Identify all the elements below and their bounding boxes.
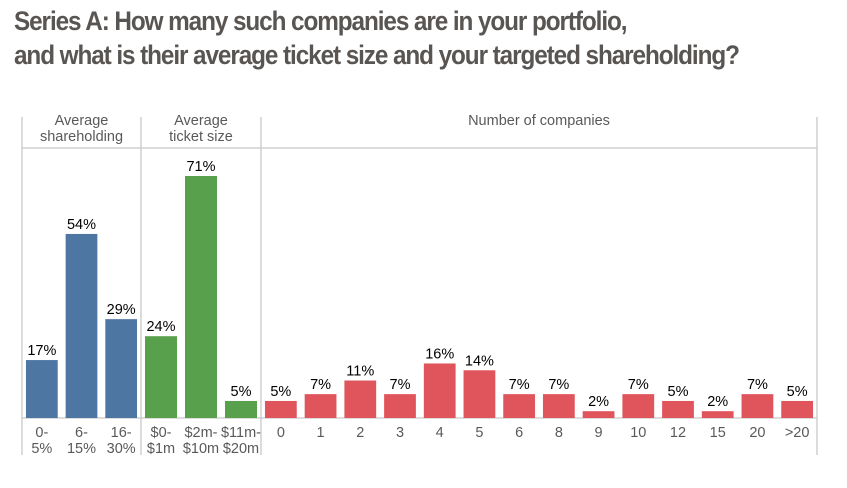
bar-number-of-companies-10	[662, 400, 694, 418]
bar-number-of-companies-4	[423, 363, 456, 418]
data-label-average-shareholding-1: 54%	[67, 217, 96, 233]
data-label-average-ticket-size-0: 24%	[146, 319, 175, 335]
panel-header-number-of-companies-line-1: Number of companies	[468, 113, 610, 129]
panel-header-average-ticket-size-line-1: Average	[174, 113, 228, 129]
data-label-number-of-companies-6: 7%	[509, 377, 530, 393]
bar-number-of-companies-0	[264, 400, 297, 418]
x-tick-number-of-companies-7-line-1: 8	[555, 425, 563, 441]
x-tick-average-ticket-size-2-line-1: $11m-	[221, 425, 261, 441]
x-tick-average-ticket-size-1-line-2: $10m	[183, 441, 219, 457]
bar-number-of-companies-6	[503, 394, 536, 418]
data-label-average-shareholding-0: 17%	[27, 343, 56, 359]
bar-number-of-companies-5	[463, 370, 496, 418]
bar-number-of-companies-13	[781, 400, 814, 418]
bar-average-ticket-size-0	[145, 336, 177, 418]
x-tick-number-of-companies-5-line-1: 5	[475, 425, 483, 441]
bar-number-of-companies-1	[304, 394, 337, 418]
chart-title-line-1: Series A: How many such companies are in…	[14, 6, 628, 36]
x-tick-average-shareholding-2-line-2: 30%	[107, 441, 136, 457]
data-label-number-of-companies-5: 14%	[465, 353, 494, 369]
bar-number-of-companies-8	[582, 411, 615, 418]
bar-number-of-companies-3	[384, 394, 416, 418]
x-tick-number-of-companies-0-line-1: 0	[277, 425, 285, 441]
panel-header-average-ticket-size-line-2: ticket size	[169, 129, 233, 145]
chart-title-line-2: and what is their average ticket size an…	[14, 40, 740, 70]
x-tick-average-ticket-size-0-line-2: $1m	[147, 441, 175, 457]
bar-number-of-companies-9	[622, 394, 655, 418]
data-label-number-of-companies-4: 16%	[425, 346, 454, 362]
x-tick-average-ticket-size-2-line-2: $20m	[223, 441, 259, 457]
bar-average-ticket-size-2	[225, 400, 257, 418]
data-label-number-of-companies-13: 5%	[787, 384, 808, 400]
x-tick-average-ticket-size-1-line-1: $2m-	[184, 425, 217, 441]
bar-average-ticket-size-1	[185, 176, 217, 418]
bar-average-shareholding-2	[105, 319, 138, 418]
data-label-number-of-companies-10: 5%	[668, 384, 689, 400]
x-tick-number-of-companies-3-line-1: 3	[396, 425, 404, 441]
data-label-number-of-companies-1: 7%	[310, 377, 331, 393]
data-label-average-shareholding-2: 29%	[107, 302, 136, 318]
bar-average-shareholding-1	[65, 233, 98, 418]
x-tick-average-shareholding-0-line-1: 0-	[35, 425, 48, 441]
data-label-number-of-companies-2: 11%	[346, 364, 374, 380]
data-label-number-of-companies-3: 7%	[390, 377, 411, 393]
x-tick-average-ticket-size-0-line-1: $0-	[151, 425, 172, 441]
data-label-number-of-companies-9: 7%	[628, 377, 649, 393]
x-tick-average-shareholding-1-line-1: 6-	[75, 425, 88, 441]
x-tick-average-shareholding-2-line-1: 16-	[111, 425, 132, 441]
chart-marks: 17%0-5%54%6-15%29%16-30%24%$0-$1m71%$2m-…	[25, 159, 814, 457]
bar-number-of-companies-12	[741, 394, 774, 418]
x-tick-number-of-companies-8-line-1: 9	[595, 425, 603, 441]
x-tick-number-of-companies-13-line-1: >20	[785, 425, 810, 441]
data-label-number-of-companies-12: 7%	[747, 377, 768, 393]
x-tick-number-of-companies-10-line-1: 12	[670, 425, 686, 441]
data-label-number-of-companies-8: 2%	[588, 394, 609, 410]
data-label-average-ticket-size-2: 5%	[231, 384, 252, 400]
data-label-average-ticket-size-1: 71%	[186, 159, 215, 175]
x-tick-average-shareholding-0-line-2: 5%	[31, 441, 52, 457]
x-tick-number-of-companies-1-line-1: 1	[317, 425, 325, 441]
bar-average-shareholding-0	[25, 360, 58, 418]
x-tick-average-shareholding-1-line-2: 15%	[67, 441, 96, 457]
x-tick-number-of-companies-9-line-1: 10	[630, 425, 646, 441]
data-label-number-of-companies-11: 2%	[707, 394, 728, 410]
data-label-number-of-companies-0: 5%	[270, 384, 291, 400]
x-tick-number-of-companies-12-line-1: 20	[749, 425, 765, 441]
data-label-number-of-companies-7: 7%	[548, 377, 569, 393]
bar-number-of-companies-2	[344, 380, 377, 418]
bar-number-of-companies-11	[701, 411, 734, 418]
x-tick-number-of-companies-4-line-1: 4	[436, 425, 444, 441]
x-tick-number-of-companies-11-line-1: 15	[710, 425, 726, 441]
x-tick-number-of-companies-6-line-1: 6	[515, 425, 523, 441]
panel-header-average-shareholding-line-2: shareholding	[40, 129, 123, 145]
panel-header-average-shareholding-line-1: Average	[55, 113, 109, 129]
bar-number-of-companies-7	[542, 394, 575, 418]
x-tick-number-of-companies-2-line-1: 2	[356, 425, 364, 441]
chart-title: Series A: How many such companies are in…	[14, 4, 740, 72]
